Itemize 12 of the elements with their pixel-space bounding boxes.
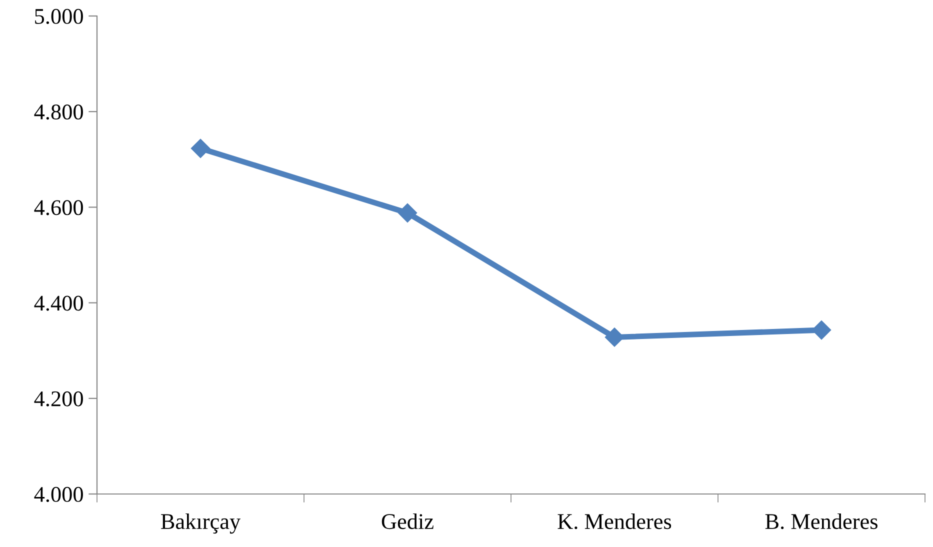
x-tick-label: B. Menderes <box>765 513 878 530</box>
y-tick-label: 4.000 <box>34 486 83 502</box>
y-tick-label: 4.800 <box>34 104 83 120</box>
x-tick-label: Gediz <box>382 513 434 530</box>
x-tick-label: Bakırçay <box>161 513 241 534</box>
y-tick-label: 5.000 <box>35 8 83 24</box>
point <box>190 138 210 158</box>
y-tick-label: 4.400 <box>34 296 83 311</box>
x-tick-label: K. Menderes <box>558 513 672 530</box>
y-tick-label: 4.600 <box>34 200 83 216</box>
point <box>398 203 418 222</box>
y-tick-label: 4.200 <box>34 391 83 406</box>
